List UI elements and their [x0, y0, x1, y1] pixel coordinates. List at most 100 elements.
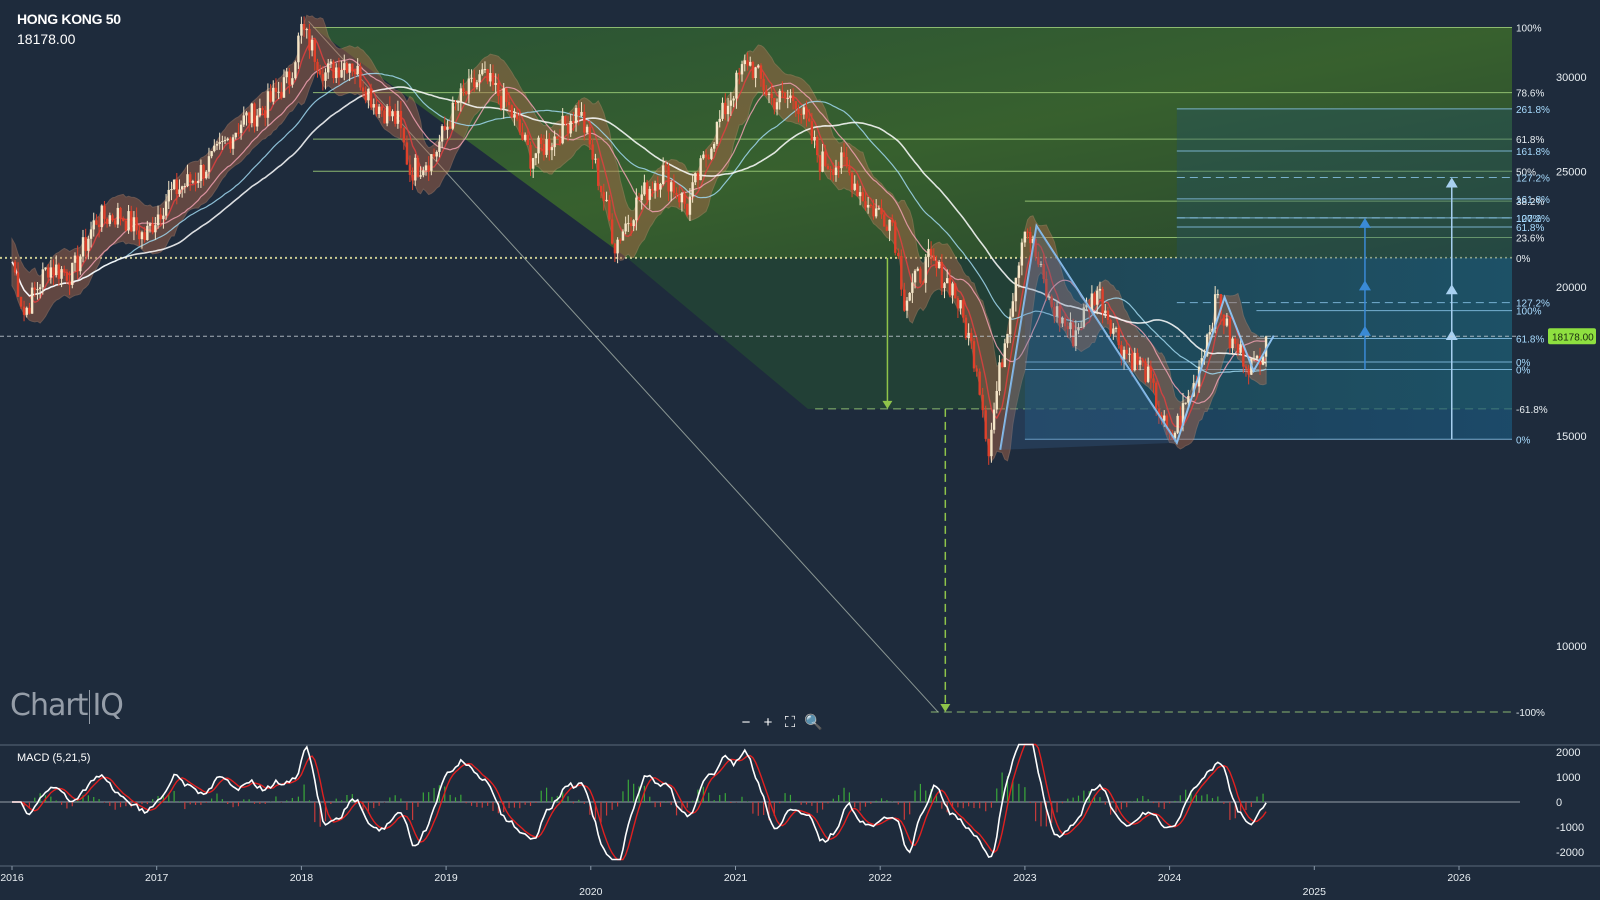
- candle-body: [683, 193, 686, 204]
- candle-body: [1014, 277, 1018, 302]
- candle-body: [786, 97, 789, 99]
- candle-body: [326, 63, 330, 73]
- candle-body: [385, 106, 389, 124]
- magnifier-icon[interactable]: 🔍: [804, 714, 823, 731]
- candle-body: [237, 132, 240, 134]
- candle-body: [829, 168, 832, 170]
- candle-body: [624, 223, 627, 232]
- candle-body: [1231, 338, 1234, 349]
- candle-body: [735, 72, 738, 99]
- candle-body: [356, 65, 359, 75]
- candle-body: [987, 438, 990, 457]
- fullscreen-icon[interactable]: ⛶: [784, 714, 796, 731]
- candle-body: [65, 271, 69, 281]
- candle-body: [188, 174, 192, 183]
- zoom-out-button[interactable]: −: [741, 714, 751, 731]
- candle-body: [919, 268, 922, 283]
- time-tick-label: 2024: [1158, 872, 1182, 884]
- last-price: 18178.00: [17, 31, 76, 47]
- time-tick-label: 2018: [290, 872, 314, 884]
- candle-body: [632, 220, 635, 227]
- candle-body: [932, 255, 935, 261]
- price-tick-label: 25000: [1556, 166, 1587, 178]
- candle-body: [103, 205, 106, 219]
- price-tick-label: 10000: [1556, 641, 1587, 653]
- candle-body: [621, 231, 625, 241]
- candle-body: [783, 92, 787, 99]
- trend-line: [308, 21, 939, 713]
- candle-body: [108, 215, 112, 224]
- chartiq-logo: Chart IQ: [10, 688, 124, 724]
- candle-body: [1244, 366, 1248, 369]
- candle-body: [749, 61, 752, 66]
- candle-body: [707, 157, 710, 159]
- candle-body: [430, 154, 433, 171]
- fib-blue-label: 61.8%: [1516, 335, 1544, 346]
- candle-body: [438, 141, 441, 152]
- candle-body: [218, 141, 221, 145]
- candle-body: [696, 173, 700, 181]
- candle-body: [908, 292, 911, 301]
- candle-body: [310, 39, 314, 51]
- candle-body: [1069, 322, 1072, 330]
- drawing-tools: 18178.00: [0, 223, 1596, 450]
- candle-body: [1176, 415, 1179, 433]
- candle-body: [1109, 319, 1112, 334]
- candle-body: [667, 166, 670, 192]
- candle-body: [951, 283, 954, 296]
- candle-body: [672, 182, 676, 193]
- candle-body: [245, 112, 248, 116]
- candle-body: [992, 409, 996, 430]
- candle-body: [432, 154, 436, 157]
- candle-body: [970, 332, 973, 342]
- candle-body: [1225, 318, 1229, 326]
- fib-green-label: 23.6%: [1516, 233, 1544, 244]
- candle-body: [897, 252, 900, 257]
- candle-body: [478, 74, 481, 83]
- candle-body: [97, 224, 101, 228]
- candle-body: [740, 64, 744, 75]
- candle-body: [743, 60, 746, 65]
- fib-blue-label: 127.2%: [1516, 299, 1550, 310]
- candle-body: [483, 69, 487, 71]
- candle-body: [1074, 330, 1078, 346]
- last-price-tag-text: 18178.00: [1552, 332, 1594, 343]
- candle-body: [778, 90, 781, 103]
- price-tick-label: 15000: [1556, 431, 1587, 443]
- candle-body: [856, 183, 859, 197]
- time-tick-label: 2022: [869, 872, 893, 884]
- candle-body: [405, 142, 409, 165]
- candle-body: [191, 181, 195, 183]
- candle-body: [840, 152, 843, 169]
- candle-body: [440, 126, 444, 142]
- candle-body: [605, 199, 608, 202]
- candle-body: [207, 156, 211, 172]
- candle-body: [113, 220, 117, 225]
- candle-body: [661, 165, 665, 184]
- candle-body: [610, 219, 614, 244]
- candle-body: [1058, 306, 1061, 324]
- candle-body: [1090, 293, 1094, 313]
- candle-body: [981, 394, 984, 411]
- candle-body: [247, 112, 251, 123]
- macd-label: MACD (5,21,5): [17, 752, 91, 764]
- candle-body: [956, 298, 960, 309]
- candle-body: [729, 100, 733, 106]
- candle-body: [1187, 396, 1190, 403]
- candle-body: [1200, 358, 1203, 367]
- candle-body: [715, 121, 719, 144]
- candle-body: [805, 107, 808, 119]
- candle-body: [223, 140, 227, 142]
- zoom-in-button[interactable]: +: [763, 714, 773, 731]
- candle-body: [929, 248, 933, 256]
- candle-body: [1055, 306, 1059, 317]
- candle-body: [226, 138, 229, 141]
- candle-body: [1133, 352, 1136, 371]
- candle-body: [71, 262, 74, 285]
- time-tick-label: 2016: [0, 872, 24, 884]
- candle-body: [1181, 403, 1185, 426]
- candle-body: [1096, 290, 1099, 305]
- candle-body: [751, 61, 755, 79]
- candle-body: [888, 219, 891, 231]
